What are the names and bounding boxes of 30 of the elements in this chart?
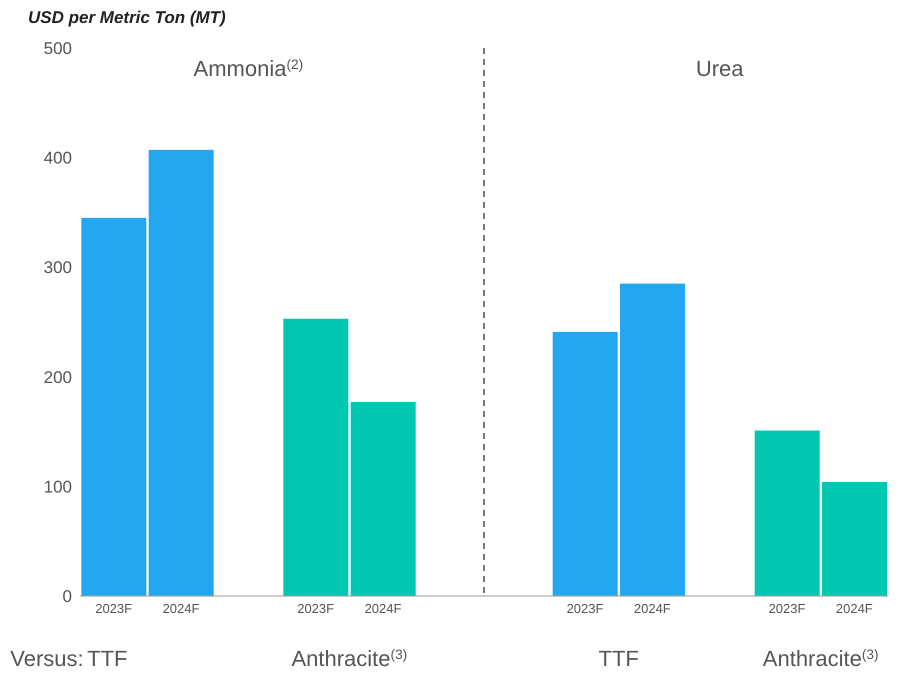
y-tick-label: 300 xyxy=(44,258,72,278)
text: Anthracite$^{(3)}$ xyxy=(291,646,408,671)
text: TTF xyxy=(598,646,639,671)
x-tick-label: 2024F xyxy=(836,601,873,616)
bar xyxy=(620,284,686,596)
bar xyxy=(552,332,618,596)
annotation: Urea xyxy=(696,56,744,81)
y-tick-label: 200 xyxy=(44,368,72,387)
bar xyxy=(148,150,214,596)
text: Anthracite$^{(3)}$ xyxy=(762,646,879,671)
x-tick-label: 2023F xyxy=(768,601,806,616)
y-tick-label: 0 xyxy=(62,587,72,606)
x-tick-label: 2024F xyxy=(364,601,402,616)
x-tick-label: 2023F xyxy=(297,601,334,616)
y-tick-label: 100 xyxy=(44,477,72,496)
x-tick-label: 2024F xyxy=(162,601,200,616)
bar xyxy=(350,402,416,596)
y-tick-label: 400 xyxy=(44,148,72,168)
x-tick-label: 2023F xyxy=(566,601,604,616)
bar xyxy=(283,318,348,596)
text: TTF xyxy=(87,646,128,671)
x-tick-label: 2024F xyxy=(634,601,671,616)
y-tick-label: 500 xyxy=(44,39,72,58)
annotation: Ammonia$^{(2)}$ xyxy=(194,56,304,81)
bar xyxy=(754,430,820,596)
text: Versus: xyxy=(10,646,84,671)
bar xyxy=(81,218,146,596)
y-axis-title: USD per Metric Ton (MT) xyxy=(28,8,226,28)
x-tick-label: 2023F xyxy=(95,601,132,616)
bar xyxy=(822,482,888,596)
